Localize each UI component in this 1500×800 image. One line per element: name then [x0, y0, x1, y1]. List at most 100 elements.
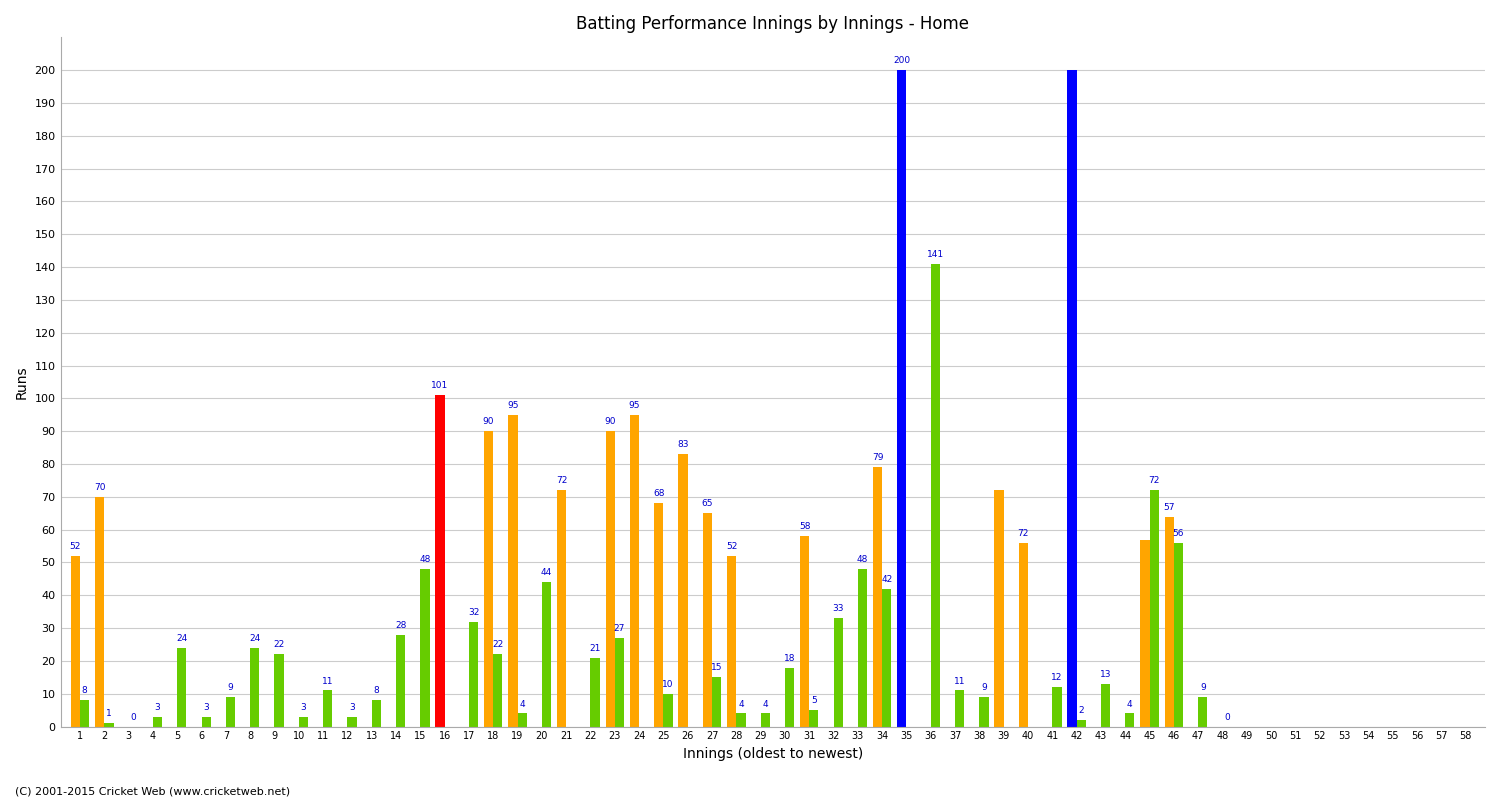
Bar	[484, 431, 494, 726]
Text: 79: 79	[871, 454, 883, 462]
Bar	[322, 690, 333, 726]
Text: 101: 101	[432, 381, 448, 390]
Bar	[70, 556, 80, 726]
Text: 12: 12	[1052, 674, 1062, 682]
Bar	[800, 536, 808, 726]
Text: 95: 95	[628, 401, 640, 410]
Bar	[494, 654, 502, 726]
Bar	[654, 503, 663, 726]
Text: 52: 52	[726, 542, 738, 551]
Bar	[470, 622, 478, 726]
Text: 3: 3	[350, 703, 355, 712]
Bar	[153, 717, 162, 726]
Bar	[980, 697, 988, 726]
Text: 3: 3	[300, 703, 306, 712]
Text: 9: 9	[981, 683, 987, 692]
Text: 90: 90	[604, 418, 616, 426]
Text: 70: 70	[94, 483, 105, 492]
Text: 24: 24	[176, 634, 188, 643]
Text: 10: 10	[663, 680, 674, 689]
Bar	[1053, 687, 1062, 726]
Text: 72: 72	[1017, 529, 1029, 538]
Text: 52: 52	[69, 542, 81, 551]
Text: 22: 22	[492, 641, 504, 650]
Text: 95: 95	[507, 401, 519, 410]
Text: 72: 72	[556, 476, 567, 486]
Bar	[94, 497, 105, 726]
Bar	[858, 569, 867, 726]
Text: 4: 4	[738, 699, 744, 709]
Bar	[1174, 542, 1184, 726]
Bar	[1077, 720, 1086, 726]
Bar	[226, 697, 236, 726]
Text: 28: 28	[394, 621, 406, 630]
Text: 27: 27	[614, 624, 626, 633]
Text: 18: 18	[784, 654, 795, 662]
Bar	[932, 264, 940, 726]
Bar	[251, 648, 260, 726]
Bar	[994, 490, 1004, 726]
Bar	[678, 454, 687, 726]
Text: 57: 57	[1164, 502, 1174, 512]
Bar	[1140, 539, 1149, 726]
Bar	[1149, 490, 1160, 726]
Bar	[728, 556, 736, 726]
Text: 83: 83	[678, 440, 688, 450]
Bar	[1068, 70, 1077, 726]
Text: 3: 3	[204, 703, 209, 712]
Bar	[518, 714, 526, 726]
Bar	[1198, 697, 1208, 726]
Text: 48: 48	[856, 555, 868, 564]
Text: 0: 0	[130, 713, 136, 722]
Bar	[784, 667, 794, 726]
Text: 4: 4	[1126, 699, 1132, 709]
Text: (C) 2001-2015 Cricket Web (www.cricketweb.net): (C) 2001-2015 Cricket Web (www.cricketwe…	[15, 786, 290, 796]
Title: Batting Performance Innings by Innings - Home: Batting Performance Innings by Innings -…	[576, 15, 969, 33]
Bar	[808, 710, 819, 726]
Text: 68: 68	[652, 490, 664, 498]
Text: 58: 58	[800, 522, 810, 531]
Bar	[298, 717, 307, 726]
Bar	[897, 70, 906, 726]
Bar	[509, 414, 518, 726]
Bar	[1019, 542, 1028, 726]
Text: 0: 0	[1224, 713, 1230, 722]
Text: 24: 24	[249, 634, 261, 643]
Bar	[348, 717, 357, 726]
Text: 8: 8	[81, 686, 87, 695]
Text: 141: 141	[927, 250, 944, 259]
Bar	[372, 700, 381, 726]
Text: 22: 22	[273, 641, 285, 650]
Text: 11: 11	[954, 677, 966, 686]
Bar	[177, 648, 186, 726]
Bar	[274, 654, 284, 726]
Text: 8: 8	[374, 686, 380, 695]
Bar	[556, 490, 566, 726]
Text: 72: 72	[1149, 476, 1160, 486]
Text: 3: 3	[154, 703, 160, 712]
Text: 4: 4	[519, 699, 525, 709]
Text: 56: 56	[1173, 529, 1184, 538]
Text: 48: 48	[419, 555, 430, 564]
Text: 15: 15	[711, 663, 723, 673]
Bar	[873, 467, 882, 726]
Bar	[435, 395, 444, 726]
Text: 9: 9	[1200, 683, 1206, 692]
Text: 33: 33	[833, 604, 844, 614]
Text: 2: 2	[1078, 706, 1084, 715]
Text: 32: 32	[468, 608, 478, 617]
Bar	[542, 582, 550, 726]
Bar	[615, 638, 624, 726]
Text: 65: 65	[702, 499, 712, 508]
Text: 21: 21	[590, 644, 602, 653]
Bar	[834, 618, 843, 726]
Bar	[591, 658, 600, 726]
Bar	[1101, 684, 1110, 726]
Bar	[956, 690, 964, 726]
Bar	[736, 714, 746, 726]
Y-axis label: Runs: Runs	[15, 365, 28, 398]
Bar	[396, 634, 405, 726]
Bar	[760, 714, 770, 726]
Text: 11: 11	[322, 677, 333, 686]
Text: 44: 44	[542, 568, 552, 578]
